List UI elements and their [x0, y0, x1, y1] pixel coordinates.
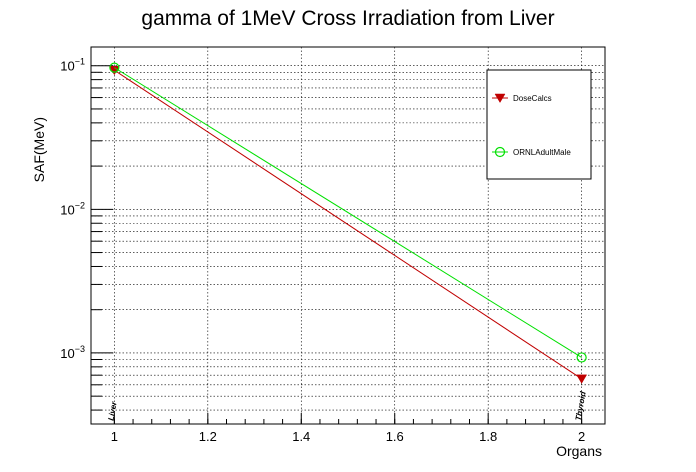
- y-tick-exponent: −2: [75, 200, 85, 210]
- y-tick-base: 10: [60, 346, 74, 361]
- legend-box: [486, 69, 592, 180]
- x-tick-label: 1: [111, 429, 118, 444]
- legend-entry: ORNLAdultMale: [513, 148, 571, 157]
- legend-marker: [494, 146, 506, 158]
- x-tick-label: 1.8: [479, 429, 497, 444]
- x-axis-label: Organs: [556, 443, 602, 459]
- organ-label: Liver: [106, 400, 118, 421]
- y-tick-label: 10−1: [60, 57, 85, 74]
- plot-frame: [90, 46, 606, 425]
- legend: DoseCalcs ORNLAdultMale: [486, 69, 592, 180]
- y-tick-exponent: −3: [75, 344, 85, 354]
- data-point: [108, 65, 120, 76]
- data-point: [109, 62, 120, 73]
- tick-labels: 1 1.2 1.4 1.6 1.8 210−110−210−3: [60, 57, 585, 444]
- legend-entry: DoseCalcs: [513, 94, 552, 103]
- organ-labels: Liver Thyroid: [106, 390, 587, 422]
- chart-title: gamma of 1MeV Cross Irradiation from Liv…: [141, 7, 554, 30]
- series-line: [114, 67, 582, 358]
- y-tick-base: 10: [60, 59, 74, 74]
- axis-ticks: [91, 65, 583, 424]
- organ-label: Thyroid: [574, 390, 588, 422]
- y-tick-exponent: −1: [75, 57, 85, 67]
- y-axis-label: SAF(MeV): [31, 117, 47, 182]
- y-tick-base: 10: [60, 202, 74, 217]
- legend-marker: [494, 93, 506, 103]
- data-point: [576, 374, 588, 384]
- x-tick-label: 1.2: [199, 429, 217, 444]
- series-line: [114, 69, 582, 380]
- y-tick-label: 10−2: [60, 200, 85, 217]
- y-tick-label: 10−3: [60, 344, 85, 361]
- x-tick-label: 1.6: [386, 429, 404, 444]
- data-point: [576, 352, 587, 363]
- series-group: [108, 62, 588, 384]
- x-tick-label: 1.4: [292, 429, 310, 444]
- x-tick-label: 2: [578, 429, 585, 444]
